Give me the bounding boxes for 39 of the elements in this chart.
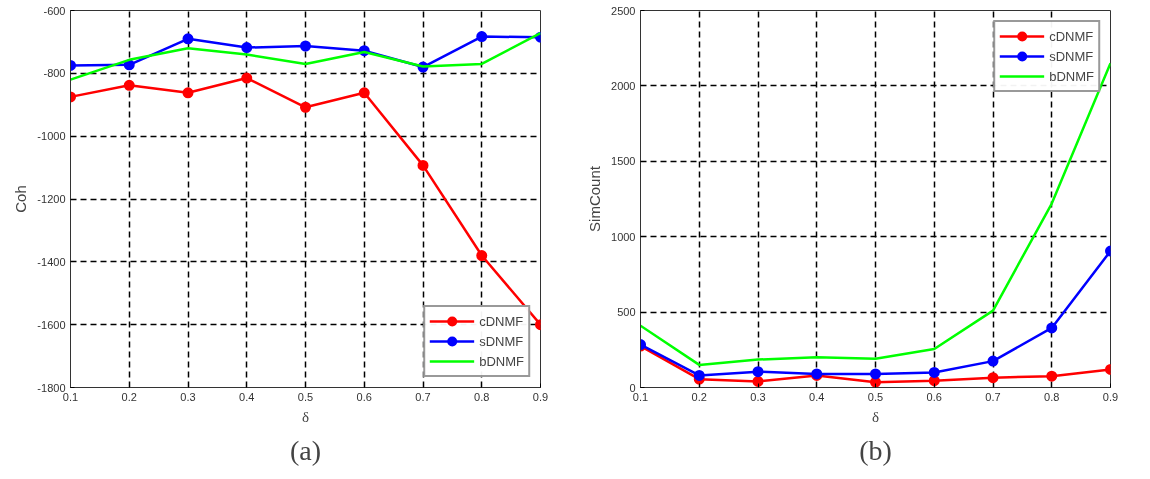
x-tick-label: 0.7: [415, 390, 431, 403]
legend-label: cDNMF: [1049, 28, 1094, 44]
y-axis-title: Coh: [12, 185, 30, 213]
y-tick-label: 1000: [611, 230, 636, 243]
y-tick-label: -1000: [37, 130, 66, 143]
x-tick-label: 0.2: [691, 390, 707, 403]
x-tick-label: 0.8: [474, 390, 490, 403]
text: (a): [289, 434, 322, 466]
x-tick-label: 0.7: [985, 390, 1001, 403]
y-axis-title: SimCount: [586, 165, 604, 232]
legend-label: sDNMF: [1049, 48, 1094, 64]
y-tick-label: 2500: [611, 4, 636, 17]
x-tick-label: 0.8: [1044, 390, 1060, 403]
y-tick-label: -600: [43, 4, 66, 17]
y-tick-label: -1200: [37, 193, 66, 205]
x-tick-label: 0.3: [180, 390, 196, 403]
y-tick-label: 1500: [611, 155, 636, 168]
y-tick-label: 500: [617, 306, 636, 319]
x-axis-title: δ: [301, 408, 310, 425]
x-tick-label: 0.9: [1102, 390, 1119, 403]
x-tick-label: 0.3: [750, 390, 766, 403]
x-axis-title: δ: [871, 408, 880, 425]
legend-label: bDNMF: [479, 353, 524, 369]
legend-label: bDNMF: [1049, 68, 1094, 84]
x-tick-label: 0.5: [297, 390, 314, 403]
text: (b): [859, 434, 892, 466]
y-tick-label: 2000: [611, 79, 636, 92]
x-tick-label: 0.9: [532, 390, 549, 403]
x-tick-label: 0.5: [867, 390, 884, 403]
y-tick-label: -800: [43, 67, 66, 80]
x-tick-label: 0.6: [926, 390, 942, 403]
legend-label: cDNMF: [479, 313, 524, 329]
legend-label: sDNMF: [479, 333, 524, 349]
y-tick-label: -1400: [37, 255, 66, 268]
x-tick-label: 0.4: [239, 390, 255, 403]
x-tick-label: 0.4: [809, 390, 825, 403]
x-tick-label: 0.2: [121, 390, 137, 403]
x-tick-label: 0.6: [356, 390, 372, 403]
y-tick-label: -1600: [37, 318, 66, 331]
